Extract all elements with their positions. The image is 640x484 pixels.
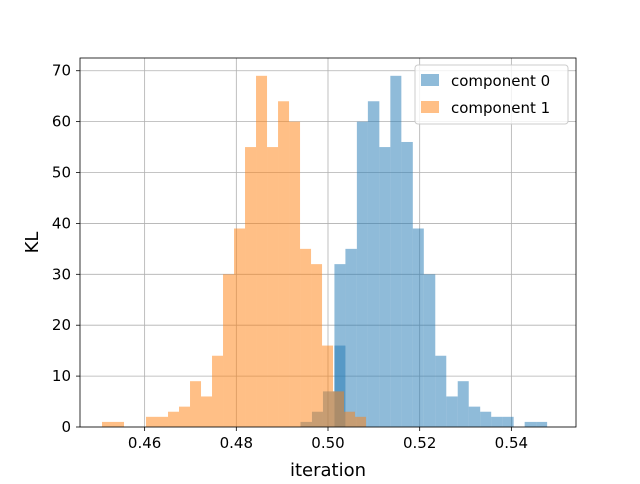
histogram-bar-component-1 xyxy=(256,75,268,428)
histogram-bar-component-1 xyxy=(146,416,158,427)
histogram-bar-component-1 xyxy=(267,147,279,427)
x-axis-ticks: 0.46 0.48 0.50 0.52 0.54 xyxy=(128,427,528,452)
x-axis-label: iteration xyxy=(290,460,366,480)
histogram-bar-component-1 xyxy=(344,411,356,427)
histogram-bar-component-1 xyxy=(322,345,334,427)
histogram-bar-component-1 xyxy=(190,381,202,427)
x-tick-label: 0.52 xyxy=(403,434,436,452)
series-component-0-bars xyxy=(300,75,548,428)
histogram-bar-component-1 xyxy=(278,101,290,427)
histogram-bar-component-0 xyxy=(390,75,402,428)
histogram-bar-component-0 xyxy=(356,121,368,427)
y-tick-label: 70 xyxy=(52,62,71,80)
histogram-bar-component-1 xyxy=(102,421,114,427)
histogram-bar-component-0 xyxy=(491,416,503,427)
y-tick-label: 0 xyxy=(61,418,71,436)
histogram-bar-component-0 xyxy=(412,228,424,427)
histogram-bar-component-0 xyxy=(367,101,380,427)
y-tick-label: 50 xyxy=(52,164,71,182)
histogram-bar-component-0 xyxy=(457,381,469,427)
histogram-bar-component-0 xyxy=(334,264,346,427)
x-tick-label: 0.54 xyxy=(495,434,528,452)
histogram-bar-component-0 xyxy=(480,411,492,427)
histogram-bar-component-1 xyxy=(245,147,257,427)
histogram-bar-component-1 xyxy=(234,228,246,427)
histogram-bar-component-1 xyxy=(179,406,191,427)
x-tick-label: 0.50 xyxy=(311,434,344,452)
y-tick-label: 10 xyxy=(52,367,71,385)
histogram-bar-component-0 xyxy=(446,396,458,427)
histogram-bar-component-0 xyxy=(502,416,514,427)
y-tick-label: 30 xyxy=(52,265,71,283)
histogram-bar-component-0 xyxy=(468,406,481,427)
legend-label-component-0: component 0 xyxy=(451,72,550,90)
y-axis-ticks: 0 10 20 30 40 50 60 70 xyxy=(52,62,80,436)
histogram-bar-component-0 xyxy=(536,421,548,427)
histogram-bar-component-1 xyxy=(113,421,125,427)
histogram-bar-component-0 xyxy=(379,147,391,427)
series-component-1-bars xyxy=(102,75,367,428)
histogram-bar-component-1 xyxy=(289,121,301,427)
histogram-bar-component-0 xyxy=(423,274,436,427)
histogram-bar-component-1 xyxy=(201,396,213,427)
x-tick-label: 0.46 xyxy=(128,434,161,452)
histogram-bar-component-1 xyxy=(168,411,180,427)
legend-box xyxy=(414,64,569,125)
legend: component 0 component 1 xyxy=(414,64,569,125)
histogram-bar-component-0 xyxy=(524,421,537,427)
x-tick-label: 0.48 xyxy=(220,434,253,452)
legend-swatch-component-0 xyxy=(421,74,439,86)
histogram-bar-component-1 xyxy=(212,355,224,427)
histogram-bar-component-1 xyxy=(300,248,312,427)
histogram-bar-component-0 xyxy=(345,248,357,427)
legend-label-component-1: component 1 xyxy=(451,99,550,117)
y-tick-label: 60 xyxy=(52,113,71,131)
histogram-bar-component-1 xyxy=(311,264,323,427)
legend-swatch-component-1 xyxy=(421,101,439,113)
y-axis-label: KL xyxy=(22,232,43,254)
y-tick-label: 20 xyxy=(52,316,71,334)
histogram-bar-component-0 xyxy=(401,141,413,427)
y-tick-label: 40 xyxy=(52,214,71,232)
histogram-bar-component-1 xyxy=(223,274,235,427)
histogram-bar-component-1 xyxy=(157,416,169,427)
histogram-bar-component-1 xyxy=(333,391,345,427)
histogram-bar-component-1 xyxy=(355,416,367,427)
histogram-bar-component-0 xyxy=(435,355,447,427)
